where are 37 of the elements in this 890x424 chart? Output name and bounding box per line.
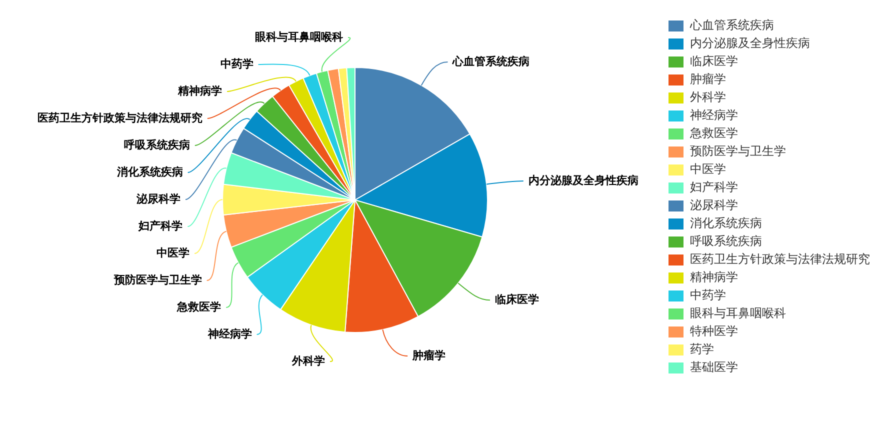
- legend-label: 药学: [690, 342, 714, 356]
- legend-label: 中医学: [690, 162, 726, 176]
- legend-label: 肿瘤学: [690, 72, 726, 86]
- slice-label: 中药学: [220, 57, 254, 70]
- legend-label: 内分泌腺及全身性疾病: [690, 36, 810, 50]
- legend-label: 特种医学: [690, 324, 738, 338]
- legend-label: 急救医学: [689, 126, 738, 140]
- legend-label: 临床医学: [690, 54, 738, 68]
- slice-label: 中医学: [156, 246, 190, 260]
- slice-label: 神经病学: [206, 327, 252, 340]
- legend-label: 眼科与耳鼻咽喉科: [690, 306, 786, 320]
- slice-label: 内分泌腺及全身性疾病: [528, 174, 638, 187]
- legend-label: 神经病学: [690, 108, 738, 122]
- legend-label: 外科学: [690, 90, 726, 104]
- legend-label: 预防医学与卫生学: [690, 144, 786, 158]
- slice-label: 预防医学与卫生学: [112, 273, 202, 286]
- slice-label: 心血管系统疾病: [452, 54, 530, 68]
- legend-label: 心血管系统疾病: [689, 18, 774, 32]
- legend-label: 精神病学: [690, 270, 738, 284]
- legend-label: 医药卫生方针政策与法律法规研究: [690, 252, 870, 266]
- legend-label: 中药学: [690, 288, 726, 302]
- slice-label: 精神病学: [177, 84, 222, 98]
- slice-label: 急救医学: [176, 300, 222, 314]
- legend-label: 消化系统疾病: [690, 216, 762, 230]
- slice-label: 消化系统疾病: [116, 165, 183, 178]
- legend-label: 妇产科学: [690, 180, 738, 194]
- slice-label: 妇产科学: [138, 219, 183, 232]
- slice-label: 医药卫生方针政策与法律法规研究: [37, 111, 202, 124]
- slice-label: 呼吸系统疾病: [124, 138, 190, 152]
- legend-label: 泌尿科学: [690, 198, 738, 212]
- slice-label: 临床医学: [494, 292, 539, 306]
- slice-label: 肿瘤学: [412, 348, 446, 362]
- slice-label: 外科学: [291, 354, 325, 368]
- legend-label: 呼吸系统疾病: [690, 234, 762, 248]
- slice-label: 泌尿科学: [136, 192, 180, 206]
- slice-label: 眼科与耳鼻咽喉科: [255, 30, 343, 44]
- legend-label: 基础医学: [690, 360, 738, 374]
